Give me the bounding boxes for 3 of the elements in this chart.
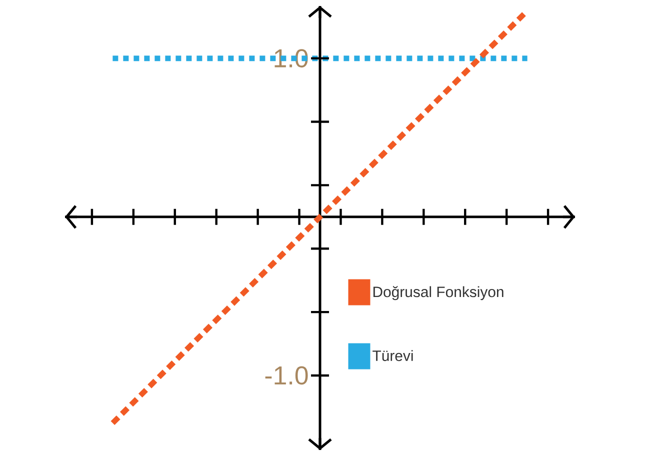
- legend-label: Türevi: [372, 350, 413, 362]
- legend-label: Doğrusal Fonksiyon: [373, 286, 504, 300]
- y-tick-label: -1.0: [265, 366, 308, 385]
